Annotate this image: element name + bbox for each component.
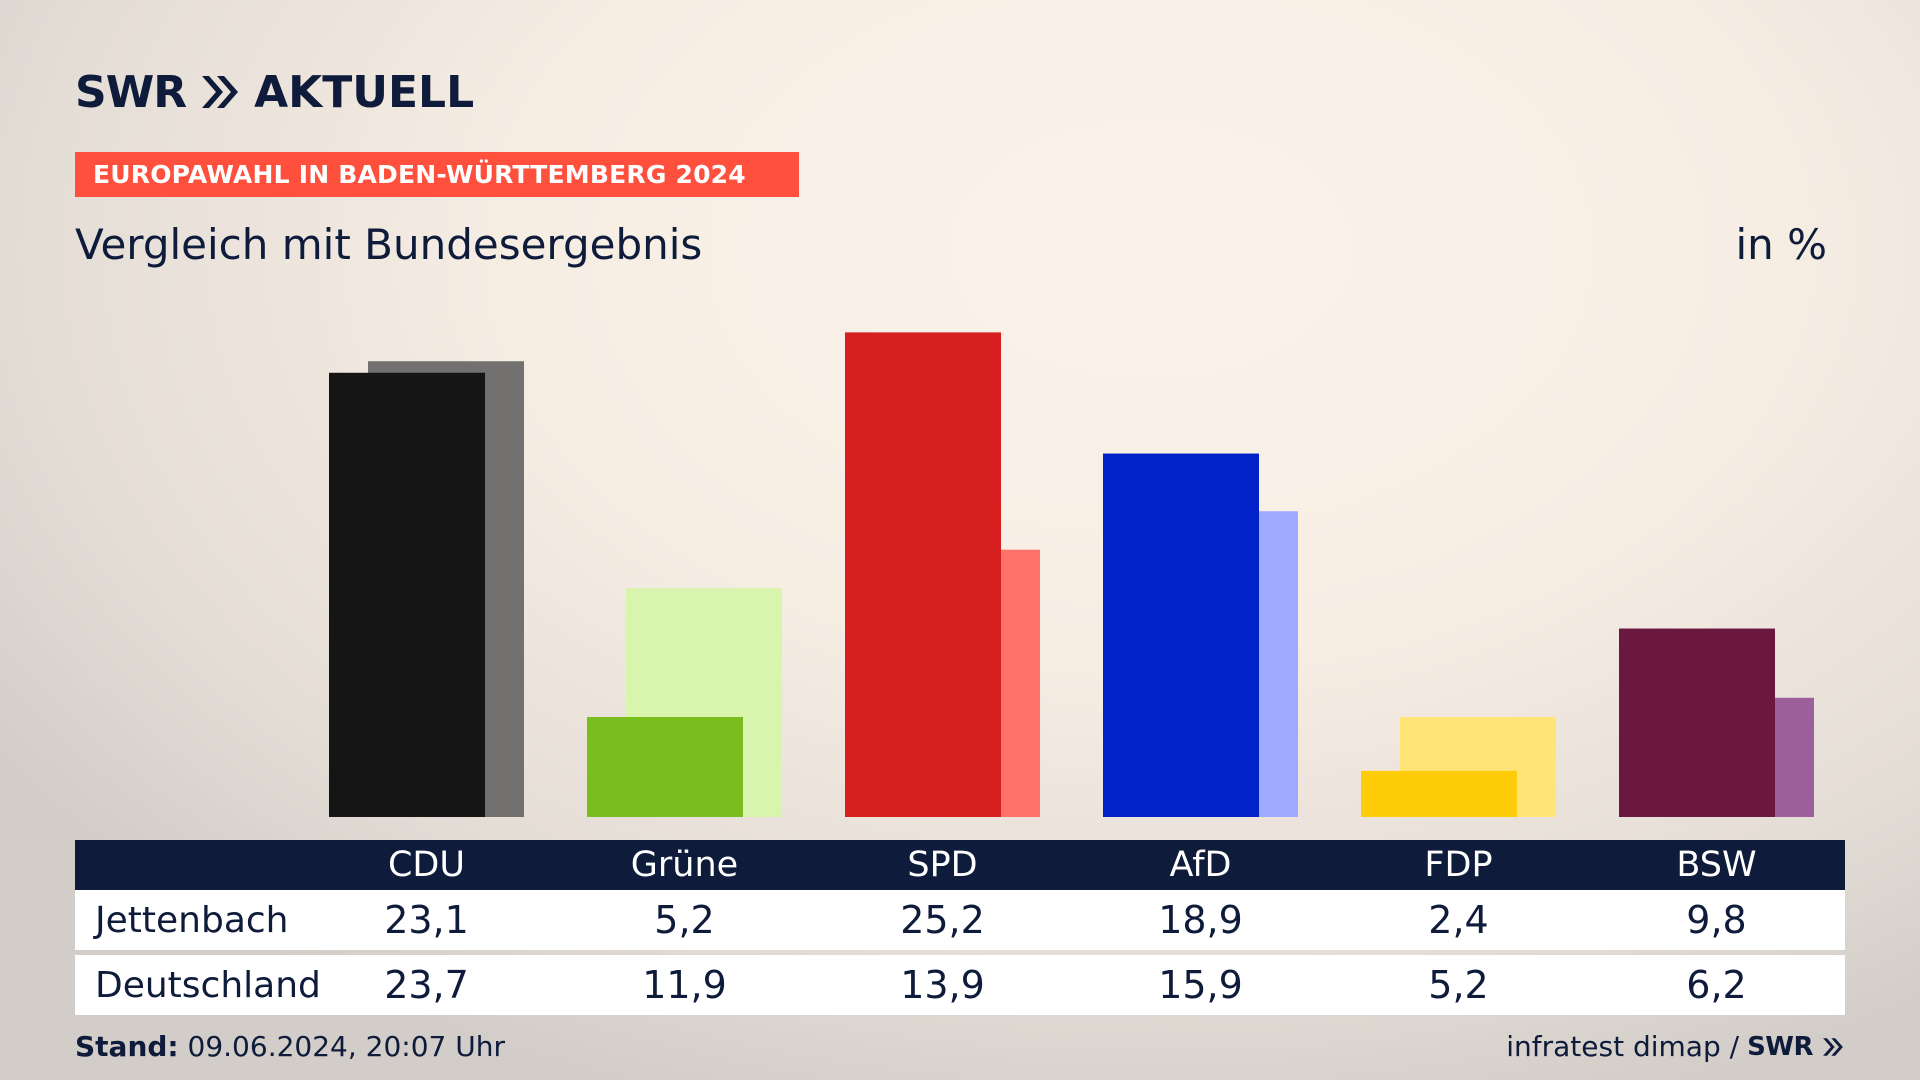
swr-aktuell-logo: SWR AKTUELL — [75, 64, 474, 120]
source-credit: infratest dimap / SWR — [1506, 1030, 1845, 1063]
row-label-deutschland: Deutschland — [95, 964, 321, 1006]
results-table: CDU Grüne SPD AfD FDP BSW Jettenbach 23,1 5,2 2… — [75, 840, 1845, 1015]
bar-jettenbach-fdp — [1361, 770, 1517, 817]
timestamp: Stand: 09.06.2024, 20:07 Uhr — [75, 1030, 505, 1063]
row-label-jettenbach: Jettenbach — [95, 899, 289, 941]
logo-swr-text: SWR — [75, 66, 187, 118]
chart-subtitle: Vergleich mit Bundesergebnis — [75, 220, 703, 269]
bar-jettenbach-afd — [1103, 453, 1259, 817]
value-jettenbach-bsw: 9,8 — [1686, 898, 1747, 942]
header-grüne: Grüne — [630, 845, 739, 885]
table-row-jettenbach: Jettenbach 23,1 5,2 25,2 18,9 2,4 9,8 — [75, 890, 1845, 950]
double-chevron-icon — [202, 76, 239, 108]
value-deutschland-bsw: 6,2 — [1686, 963, 1747, 1007]
value-jettenbach-fdp: 2,4 — [1428, 898, 1489, 942]
stand-label: Stand: — [75, 1030, 179, 1063]
value-jettenbach-spd: 25,2 — [900, 898, 985, 942]
bar-jettenbach-bsw — [1619, 628, 1775, 817]
unit-label: in % — [1735, 220, 1827, 269]
logo-aktuell-text: AKTUELL — [254, 66, 475, 118]
bar-jettenbach-grüne — [587, 717, 743, 817]
value-deutschland-grüne: 11,9 — [642, 963, 727, 1007]
value-jettenbach-cdu: 23,1 — [384, 898, 469, 942]
value-jettenbach-grüne: 5,2 — [654, 898, 715, 942]
bar-jettenbach-spd — [845, 332, 1001, 817]
value-jettenbach-afd: 18,9 — [1158, 898, 1243, 942]
header-bsw: BSW — [1676, 845, 1757, 885]
table-row-deutschland: Deutschland 23,7 11,9 13,9 15,9 5,2 6,2 — [75, 955, 1845, 1015]
header-afd: AfD — [1169, 845, 1232, 885]
value-deutschland-spd: 13,9 — [900, 963, 985, 1007]
bar-jettenbach-cdu — [329, 372, 485, 817]
header-spd: SPD — [907, 845, 978, 885]
table-header-row: CDU Grüne SPD AfD FDP BSW — [75, 840, 1845, 890]
value-deutschland-fdp: 5,2 — [1428, 963, 1489, 1007]
source-brand: SWR — [1747, 1031, 1813, 1062]
value-deutschland-cdu: 23,7 — [384, 963, 469, 1007]
header-cdu: CDU — [387, 845, 465, 885]
election-banner: EUROPAWAHL IN BADEN-WÜRTTEMBERG 2024 — [75, 152, 799, 197]
double-chevron-icon-small — [1823, 1037, 1843, 1056]
header-fdp: FDP — [1424, 845, 1493, 885]
stand-value: 09.06.2024, 20:07 Uhr — [187, 1030, 505, 1063]
source-text: infratest dimap / — [1506, 1030, 1740, 1063]
value-deutschland-afd: 15,9 — [1158, 963, 1243, 1007]
